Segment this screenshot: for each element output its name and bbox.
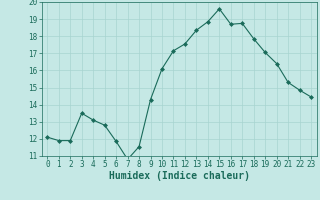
X-axis label: Humidex (Indice chaleur): Humidex (Indice chaleur) [109,171,250,181]
